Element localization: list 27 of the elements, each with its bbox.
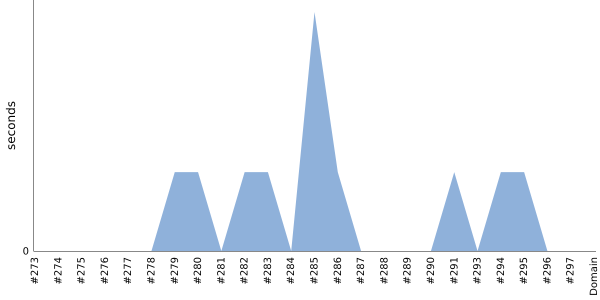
x-tick-label: #297 <box>566 257 577 284</box>
y-axis-title: seconds <box>4 100 18 150</box>
x-tick-label: #296 <box>542 257 554 284</box>
x-tick-label: Domain <box>589 257 600 296</box>
x-tick-label: #284 <box>286 257 298 284</box>
x-tick-label: #293 <box>472 257 484 284</box>
x-tick-label: #281 <box>216 257 228 284</box>
x-tick-label: #280 <box>193 257 204 284</box>
x-tick-label: #286 <box>332 257 344 284</box>
x-tick-label: #277 <box>123 257 134 284</box>
x-tick-label: #279 <box>170 257 181 284</box>
x-tick-label: #295 <box>519 257 530 284</box>
x-tick-label: #285 <box>310 257 320 284</box>
x-tick-label: #275 <box>76 257 88 284</box>
x-tick-label: #276 <box>100 257 111 284</box>
x-tick-label: #287 <box>356 257 368 284</box>
x-tick-label: #290 <box>426 257 437 284</box>
x-tick-label: #278 <box>146 257 158 284</box>
x-tick-label: #291 <box>449 257 460 284</box>
x-tick-label: #289 <box>402 257 414 284</box>
x-tick-label: #283 <box>262 257 274 284</box>
x-tick-label: #294 <box>496 257 507 284</box>
x-tick-label: #282 <box>240 257 251 284</box>
x-tick-label: #274 <box>53 257 64 284</box>
text: 0 <box>22 246 29 258</box>
x-tick-label: #288 <box>379 257 390 284</box>
x-tick-label: #273 <box>30 257 41 284</box>
